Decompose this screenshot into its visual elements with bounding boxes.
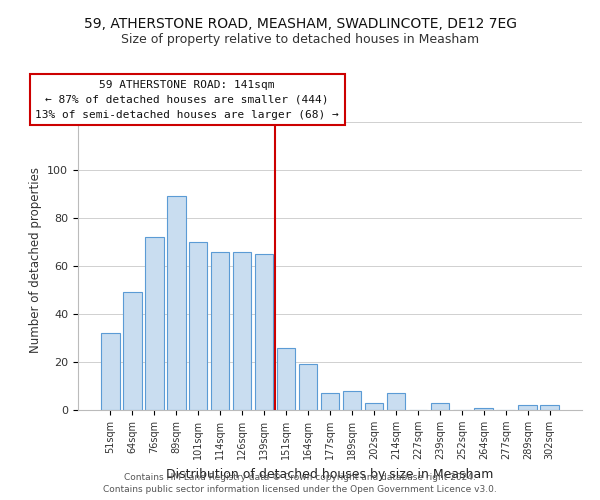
Bar (475, 408, 493, 410)
Bar (211, 252, 229, 410)
Text: 59 ATHERSTONE ROAD: 141sqm
← 87% of detached houses are smaller (444)
13% of sem: 59 ATHERSTONE ROAD: 141sqm ← 87% of deta… (35, 80, 339, 120)
Bar (541, 405, 559, 410)
Bar (365, 403, 383, 410)
Bar (233, 252, 251, 410)
Bar (189, 242, 208, 410)
Bar (277, 348, 295, 410)
Bar (386, 393, 405, 410)
Bar (123, 292, 142, 410)
Text: Size of property relative to detached houses in Measham: Size of property relative to detached ho… (121, 32, 479, 46)
Bar (299, 364, 317, 410)
Text: Contains public sector information licensed under the Open Government Licence v3: Contains public sector information licen… (103, 485, 497, 494)
Bar (343, 391, 361, 410)
X-axis label: Distribution of detached houses by size in Measham: Distribution of detached houses by size … (166, 468, 494, 480)
Text: 59, ATHERSTONE ROAD, MEASHAM, SWADLINCOTE, DE12 7EG: 59, ATHERSTONE ROAD, MEASHAM, SWADLINCOT… (83, 18, 517, 32)
Y-axis label: Number of detached properties: Number of detached properties (29, 167, 41, 353)
Bar (518, 405, 537, 410)
Bar (101, 333, 119, 410)
Text: Contains HM Land Registry data © Crown copyright and database right 2024.: Contains HM Land Registry data © Crown c… (124, 472, 476, 482)
Bar (320, 393, 340, 410)
Bar (431, 403, 449, 410)
Bar (167, 196, 185, 410)
Bar (145, 237, 164, 410)
Bar (255, 254, 274, 410)
